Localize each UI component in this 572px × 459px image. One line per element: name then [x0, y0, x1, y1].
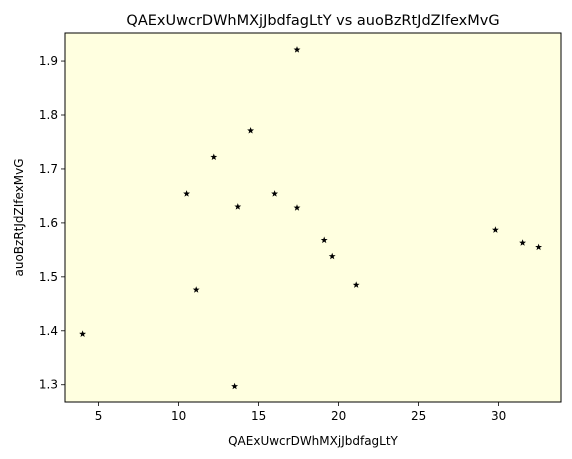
x-tick-label: 5	[95, 409, 103, 423]
plot-frame	[64, 32, 562, 403]
scatter-point	[491, 226, 499, 233]
scatter-point	[247, 127, 255, 134]
y-tick-label: 1.6	[39, 216, 58, 230]
scatter-point	[320, 236, 328, 244]
x-axis-ticks: 5 10 15 20 25 30	[95, 402, 506, 423]
scatter-point	[231, 382, 239, 390]
scatter-point	[352, 281, 360, 288]
y-tick-label: 1.3	[39, 378, 58, 392]
scatter-point	[328, 252, 336, 260]
x-tick-label: 30	[491, 409, 506, 423]
scatter-point	[210, 153, 218, 160]
scatter-point	[79, 330, 87, 337]
scatter-point	[293, 204, 301, 211]
scatter-point	[192, 286, 200, 293]
scatter-point	[535, 243, 543, 251]
chart-title: QAExUwcrDWhMXjJbdfagLtY vs auoBzRtJdZIfe…	[126, 13, 499, 29]
y-tick-label: 1.7	[39, 162, 58, 176]
plot-area	[65, 33, 561, 402]
scatter-point	[293, 46, 301, 53]
y-axis-title: auoBzRtJdZIfexMvG	[12, 158, 26, 276]
x-tick-label: 25	[411, 409, 426, 423]
y-axis-ticks: 1.3 1.4 1.5 1.6 1.7 1.8 1.9	[39, 54, 65, 392]
y-tick-label: 1.4	[39, 324, 58, 338]
x-tick-label: 20	[331, 409, 346, 423]
scatter-point	[271, 190, 279, 197]
data-points	[79, 46, 543, 390]
scatter-point	[183, 190, 191, 197]
x-tick-label: 10	[171, 409, 186, 423]
y-tick-label: 1.5	[39, 270, 58, 284]
scatter-point	[519, 239, 527, 246]
scatter-point	[234, 203, 242, 210]
y-tick-label: 1.9	[39, 54, 58, 68]
y-tick-label: 1.8	[39, 108, 58, 122]
x-axis-title: QAExUwcrDWhMXjJbdfagLtY	[228, 434, 398, 448]
x-tick-label: 15	[251, 409, 266, 423]
